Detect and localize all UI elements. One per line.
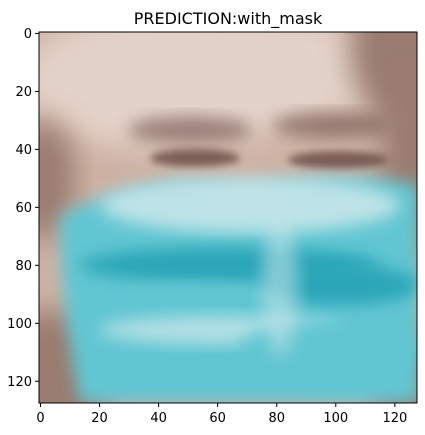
axes-frame (38, 31, 418, 404)
y-tick-label: 60 (15, 201, 32, 216)
y-tick-label: 20 (15, 85, 32, 100)
y-tick-label: 40 (15, 143, 32, 158)
x-tick-label: 20 (91, 411, 108, 426)
x-tick-label: 120 (382, 411, 407, 426)
x-tick-label: 80 (268, 411, 285, 426)
chart-title: PREDICTION:with_mask (134, 9, 323, 29)
x-tick-label: 40 (150, 411, 167, 426)
x-axis: 0 20 40 60 80 100 120 (36, 403, 407, 426)
y-tick-label: 80 (15, 259, 32, 274)
y-tick-label: 120 (7, 375, 32, 390)
y-tick-label: 100 (7, 317, 32, 332)
x-tick-label: 100 (323, 411, 348, 426)
x-tick-label: 60 (209, 411, 226, 426)
y-tick-label: 0 (24, 27, 32, 42)
y-axis: 0 20 40 60 80 100 120 (7, 27, 39, 390)
x-tick-label: 0 (36, 411, 44, 426)
